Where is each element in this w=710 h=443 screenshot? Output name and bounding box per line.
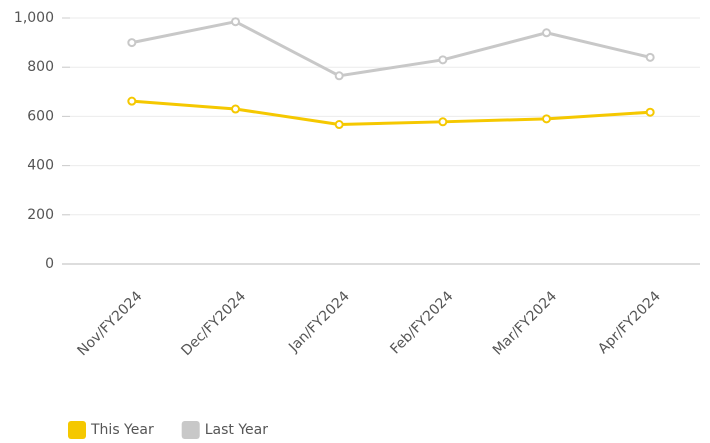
legend-swatch bbox=[181, 421, 200, 439]
data-point bbox=[334, 120, 344, 130]
data-point bbox=[542, 28, 551, 38]
data-point bbox=[645, 52, 655, 62]
series-line bbox=[131, 99, 651, 127]
x-tick-label: Apr/FY2024 bbox=[595, 288, 664, 357]
x-tick-label: Nov/FY2024 bbox=[75, 288, 146, 359]
y-tick-label: 1,000 bbox=[14, 10, 54, 26]
legend-swatch bbox=[68, 421, 86, 439]
y-tick-label: 200 bbox=[27, 207, 54, 223]
y-tick-label: 400 bbox=[27, 158, 54, 174]
legend-label: This Year bbox=[90, 422, 154, 438]
legend-label: Last Year bbox=[205, 422, 268, 438]
y-tick-label: 600 bbox=[27, 108, 54, 124]
x-tick-label: Mar/FY2024 bbox=[490, 288, 560, 358]
x-tick-label: Feb/FY2024 bbox=[387, 288, 456, 357]
series-line bbox=[131, 20, 651, 78]
y-tick-label: 800 bbox=[27, 59, 54, 75]
data-point bbox=[542, 114, 551, 124]
data-point bbox=[438, 117, 448, 127]
data-point bbox=[438, 55, 448, 65]
data-point bbox=[127, 96, 137, 106]
x-tick-label: Jan/FY2024 bbox=[285, 288, 353, 356]
data-point bbox=[231, 17, 240, 27]
x-tick-label: Dec/FY2024 bbox=[178, 288, 249, 359]
data-point bbox=[334, 71, 344, 81]
data-point bbox=[127, 38, 137, 48]
y-tick-label: 0 bbox=[45, 256, 54, 272]
data-point bbox=[645, 107, 655, 117]
data-point bbox=[231, 104, 240, 114]
